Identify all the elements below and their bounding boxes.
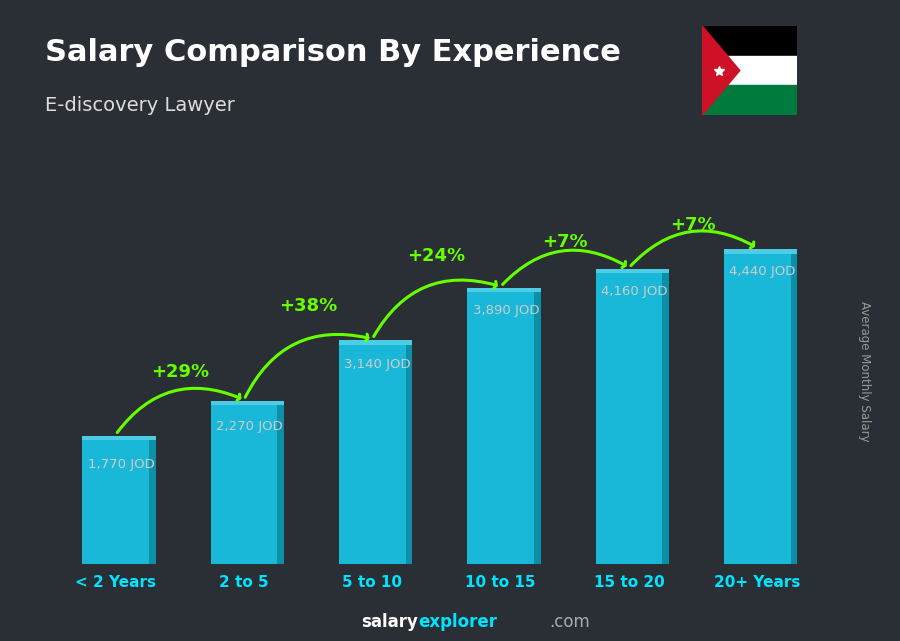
Bar: [277, 405, 284, 564]
Bar: [82, 436, 156, 440]
Text: +7%: +7%: [670, 216, 716, 234]
Text: +38%: +38%: [279, 297, 338, 315]
Text: 4,440 JOD: 4,440 JOD: [729, 265, 796, 278]
Bar: [406, 344, 412, 564]
Bar: [211, 405, 277, 564]
Text: Salary Comparison By Experience: Salary Comparison By Experience: [45, 38, 621, 67]
Text: 4,160 JOD: 4,160 JOD: [601, 285, 668, 298]
Bar: [339, 344, 406, 564]
Text: Average Monthly Salary: Average Monthly Salary: [858, 301, 870, 442]
Bar: [724, 254, 791, 564]
Bar: [534, 292, 541, 564]
Bar: [596, 269, 669, 273]
Bar: [467, 292, 534, 564]
Text: explorer: explorer: [418, 613, 498, 631]
Text: .com: .com: [549, 613, 590, 631]
Text: 2,270 JOD: 2,270 JOD: [216, 420, 283, 433]
Text: +29%: +29%: [150, 363, 209, 381]
Bar: [702, 26, 796, 56]
Bar: [339, 340, 412, 344]
Bar: [724, 249, 797, 254]
Text: E-discovery Lawyer: E-discovery Lawyer: [45, 96, 235, 115]
Text: salary: salary: [362, 613, 418, 631]
Bar: [149, 440, 156, 564]
Bar: [82, 440, 149, 564]
Polygon shape: [702, 26, 740, 115]
Bar: [467, 288, 541, 292]
Text: +7%: +7%: [542, 233, 588, 251]
Text: 3,890 JOD: 3,890 JOD: [472, 304, 539, 317]
Text: 1,770 JOD: 1,770 JOD: [87, 458, 154, 471]
Bar: [791, 254, 797, 564]
Bar: [702, 56, 796, 85]
Text: +24%: +24%: [408, 247, 465, 265]
Bar: [596, 273, 662, 564]
Text: 3,140 JOD: 3,140 JOD: [345, 358, 411, 370]
Bar: [211, 401, 284, 405]
Bar: [702, 85, 796, 115]
Bar: [662, 273, 669, 564]
